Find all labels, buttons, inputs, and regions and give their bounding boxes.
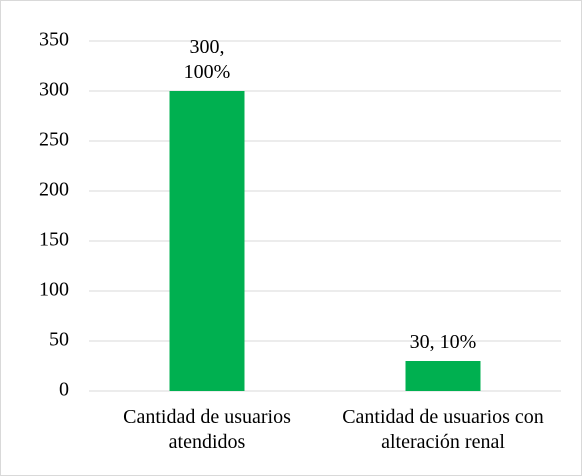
y-tick-label: 100	[39, 279, 69, 301]
bar	[169, 91, 245, 391]
y-tick-label: 150	[39, 229, 69, 251]
y-tick-label: 50	[49, 329, 69, 351]
y-tick-label: 200	[39, 179, 69, 201]
x-tick-label: Cantidad de usuarios con alteración rena…	[342, 406, 544, 453]
y-tick-label: 0	[59, 379, 69, 401]
y-tick-label: 350	[39, 29, 69, 51]
y-tick-label: 300	[39, 79, 69, 101]
bar	[405, 361, 481, 391]
data-label: 30, 10%	[409, 331, 477, 353]
data-label: 300, 100%	[183, 36, 231, 83]
x-tick-label: Cantidad de usuarios atendidos	[123, 406, 291, 453]
y-tick-label: 250	[39, 129, 69, 151]
